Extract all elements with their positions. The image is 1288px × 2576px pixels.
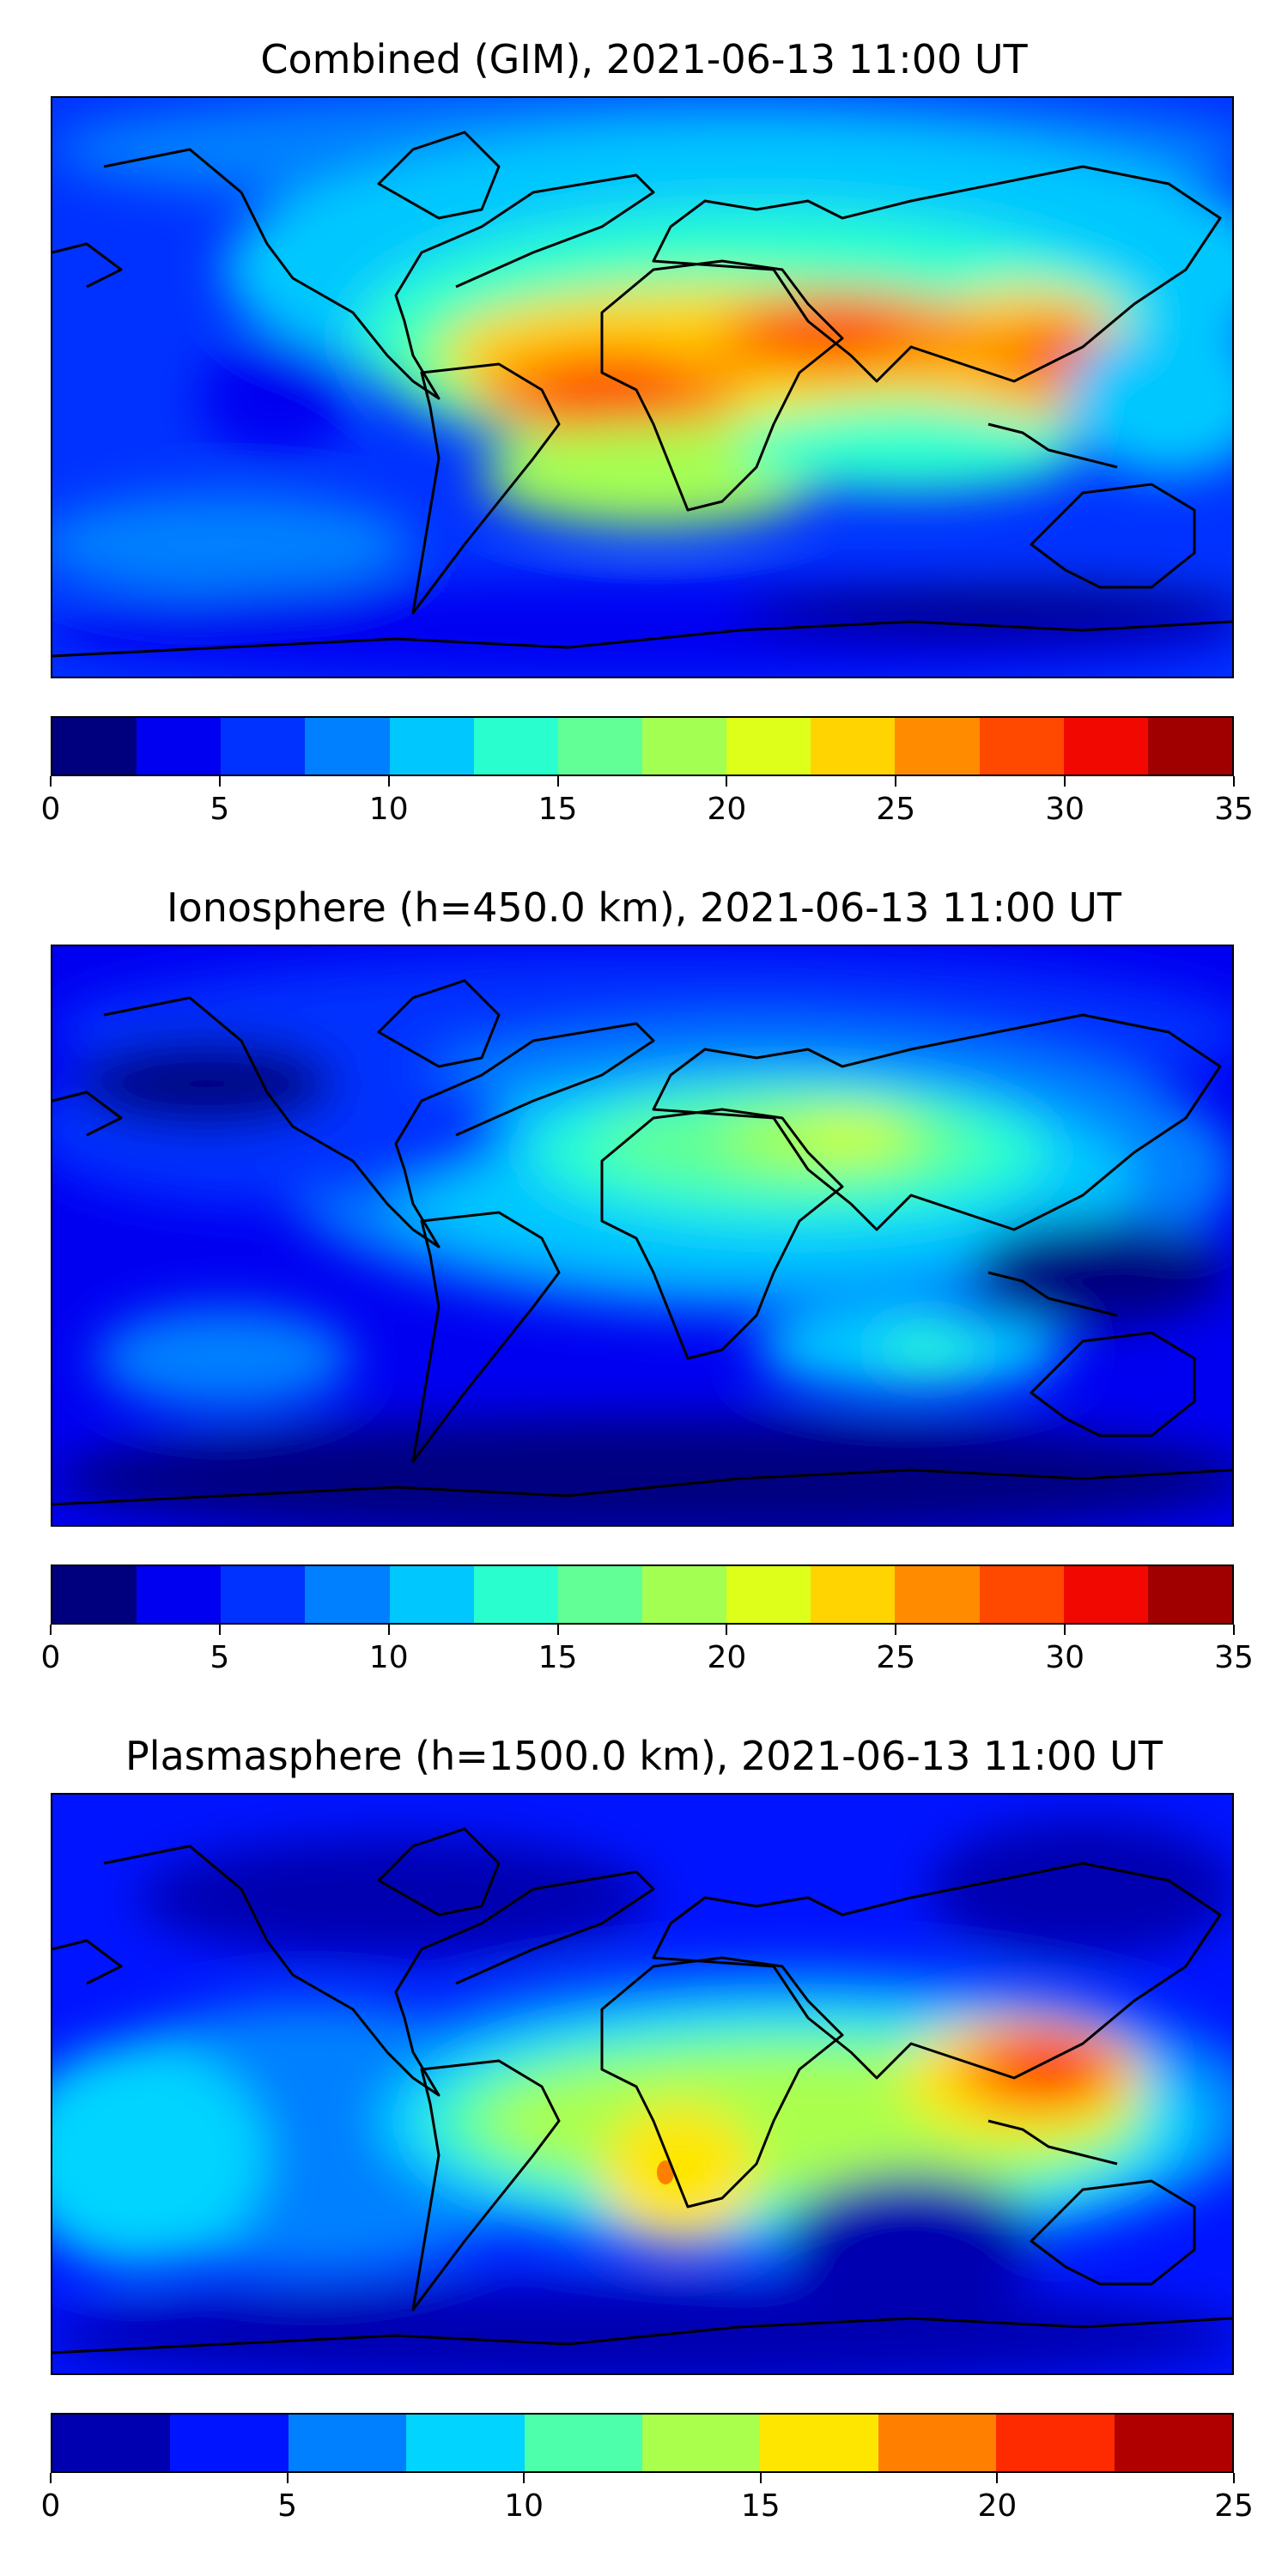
map-panel-combined	[51, 96, 1234, 678]
tick-label: 10	[504, 2488, 544, 2524]
colorbar-bin	[52, 1566, 137, 1623]
colorbar-ticks: 0 5 10 15 20 25 30 35	[41, 1625, 1254, 1676]
colorbar-bin	[996, 2415, 1115, 2471]
map-panel-plasmasphere	[51, 1793, 1234, 2375]
colorbar-bin	[1114, 2415, 1233, 2471]
colorbar-bin	[305, 1566, 390, 1623]
colorbar-bin	[726, 718, 811, 775]
colorbar-bin	[137, 1566, 222, 1623]
tick-label: 0	[40, 792, 61, 827]
colorbar-bin	[305, 718, 390, 775]
colorbar-bin	[811, 718, 896, 775]
tick-label: 25	[876, 792, 916, 827]
tick-label: 35	[1214, 1640, 1254, 1675]
colorbar-bin	[389, 1566, 474, 1623]
colorbar-bin	[1063, 1566, 1148, 1623]
colorbar-ticks: 0 5 10 15 20 25 30 35	[41, 776, 1254, 828]
tick-label: 0	[40, 1640, 61, 1675]
tick-label: 30	[1045, 1640, 1085, 1675]
tick-label: 10	[368, 792, 409, 827]
tick-label: 35	[1214, 792, 1254, 827]
map-title: Combined (GIM), 2021-06-13 11:00 UT	[260, 36, 1028, 82]
tick-label: 30	[1045, 792, 1085, 827]
colorbar-bin	[1147, 1566, 1232, 1623]
colorbar-bin	[811, 1566, 896, 1623]
tick-label: 5	[277, 2488, 298, 2524]
colorbar-bin	[1063, 718, 1148, 775]
map-panel-ionosphere	[51, 945, 1234, 1527]
colorbar-bin	[221, 1566, 306, 1623]
tick-label: 10	[368, 1640, 409, 1675]
colorbar-bin	[52, 718, 137, 775]
tick-label: 20	[707, 792, 747, 827]
colorbar-bin	[979, 1566, 1064, 1623]
tick-label: 15	[538, 1640, 578, 1675]
colorbar-bin	[557, 1566, 642, 1623]
colorbar-bin	[726, 1566, 811, 1623]
colorbar-bin	[642, 2415, 761, 2471]
colorbar-plasmasphere	[51, 2413, 1234, 2473]
tick-label: 0	[40, 2488, 61, 2524]
colorbar-ionosphere	[51, 1564, 1234, 1625]
colorbar-bin	[221, 718, 306, 775]
colorbar-bin	[979, 718, 1064, 775]
colorbar-bin	[641, 718, 727, 775]
colorbar-bin	[406, 2415, 525, 2471]
tick-label: 25	[1214, 2488, 1254, 2524]
colorbar-combined	[51, 716, 1234, 776]
tick-label: 15	[740, 2488, 781, 2524]
colorbar-ticks: 0 5 10 15 20 25	[41, 2473, 1254, 2524]
colorbar-bin	[878, 2415, 997, 2471]
tick-label: 20	[707, 1640, 747, 1675]
colorbar-bin	[473, 718, 558, 775]
tick-label: 15	[538, 792, 578, 827]
colorbar-bin	[137, 718, 222, 775]
colorbar-bin	[52, 2415, 171, 2471]
colorbar-bin	[1147, 718, 1232, 775]
tick-label: 5	[210, 1640, 230, 1675]
map-title: Ionosphere (h=450.0 km), 2021-06-13 11:0…	[167, 884, 1121, 931]
map-title: Plasmasphere (h=1500.0 km), 2021-06-13 1…	[125, 1733, 1163, 1779]
tick-label: 5	[210, 792, 230, 827]
colorbar-bin	[895, 1566, 980, 1623]
colorbar-bin	[473, 1566, 558, 1623]
colorbar-bin	[895, 718, 980, 775]
colorbar-bin	[389, 718, 474, 775]
colorbar-bin	[524, 2415, 643, 2471]
colorbar-bin	[557, 718, 642, 775]
tick-label: 25	[876, 1640, 916, 1675]
colorbar-bin	[641, 1566, 727, 1623]
colorbar-bin	[288, 2415, 407, 2471]
colorbar-bin	[760, 2415, 878, 2471]
tick-label: 20	[977, 2488, 1018, 2524]
colorbar-bin	[170, 2415, 289, 2471]
